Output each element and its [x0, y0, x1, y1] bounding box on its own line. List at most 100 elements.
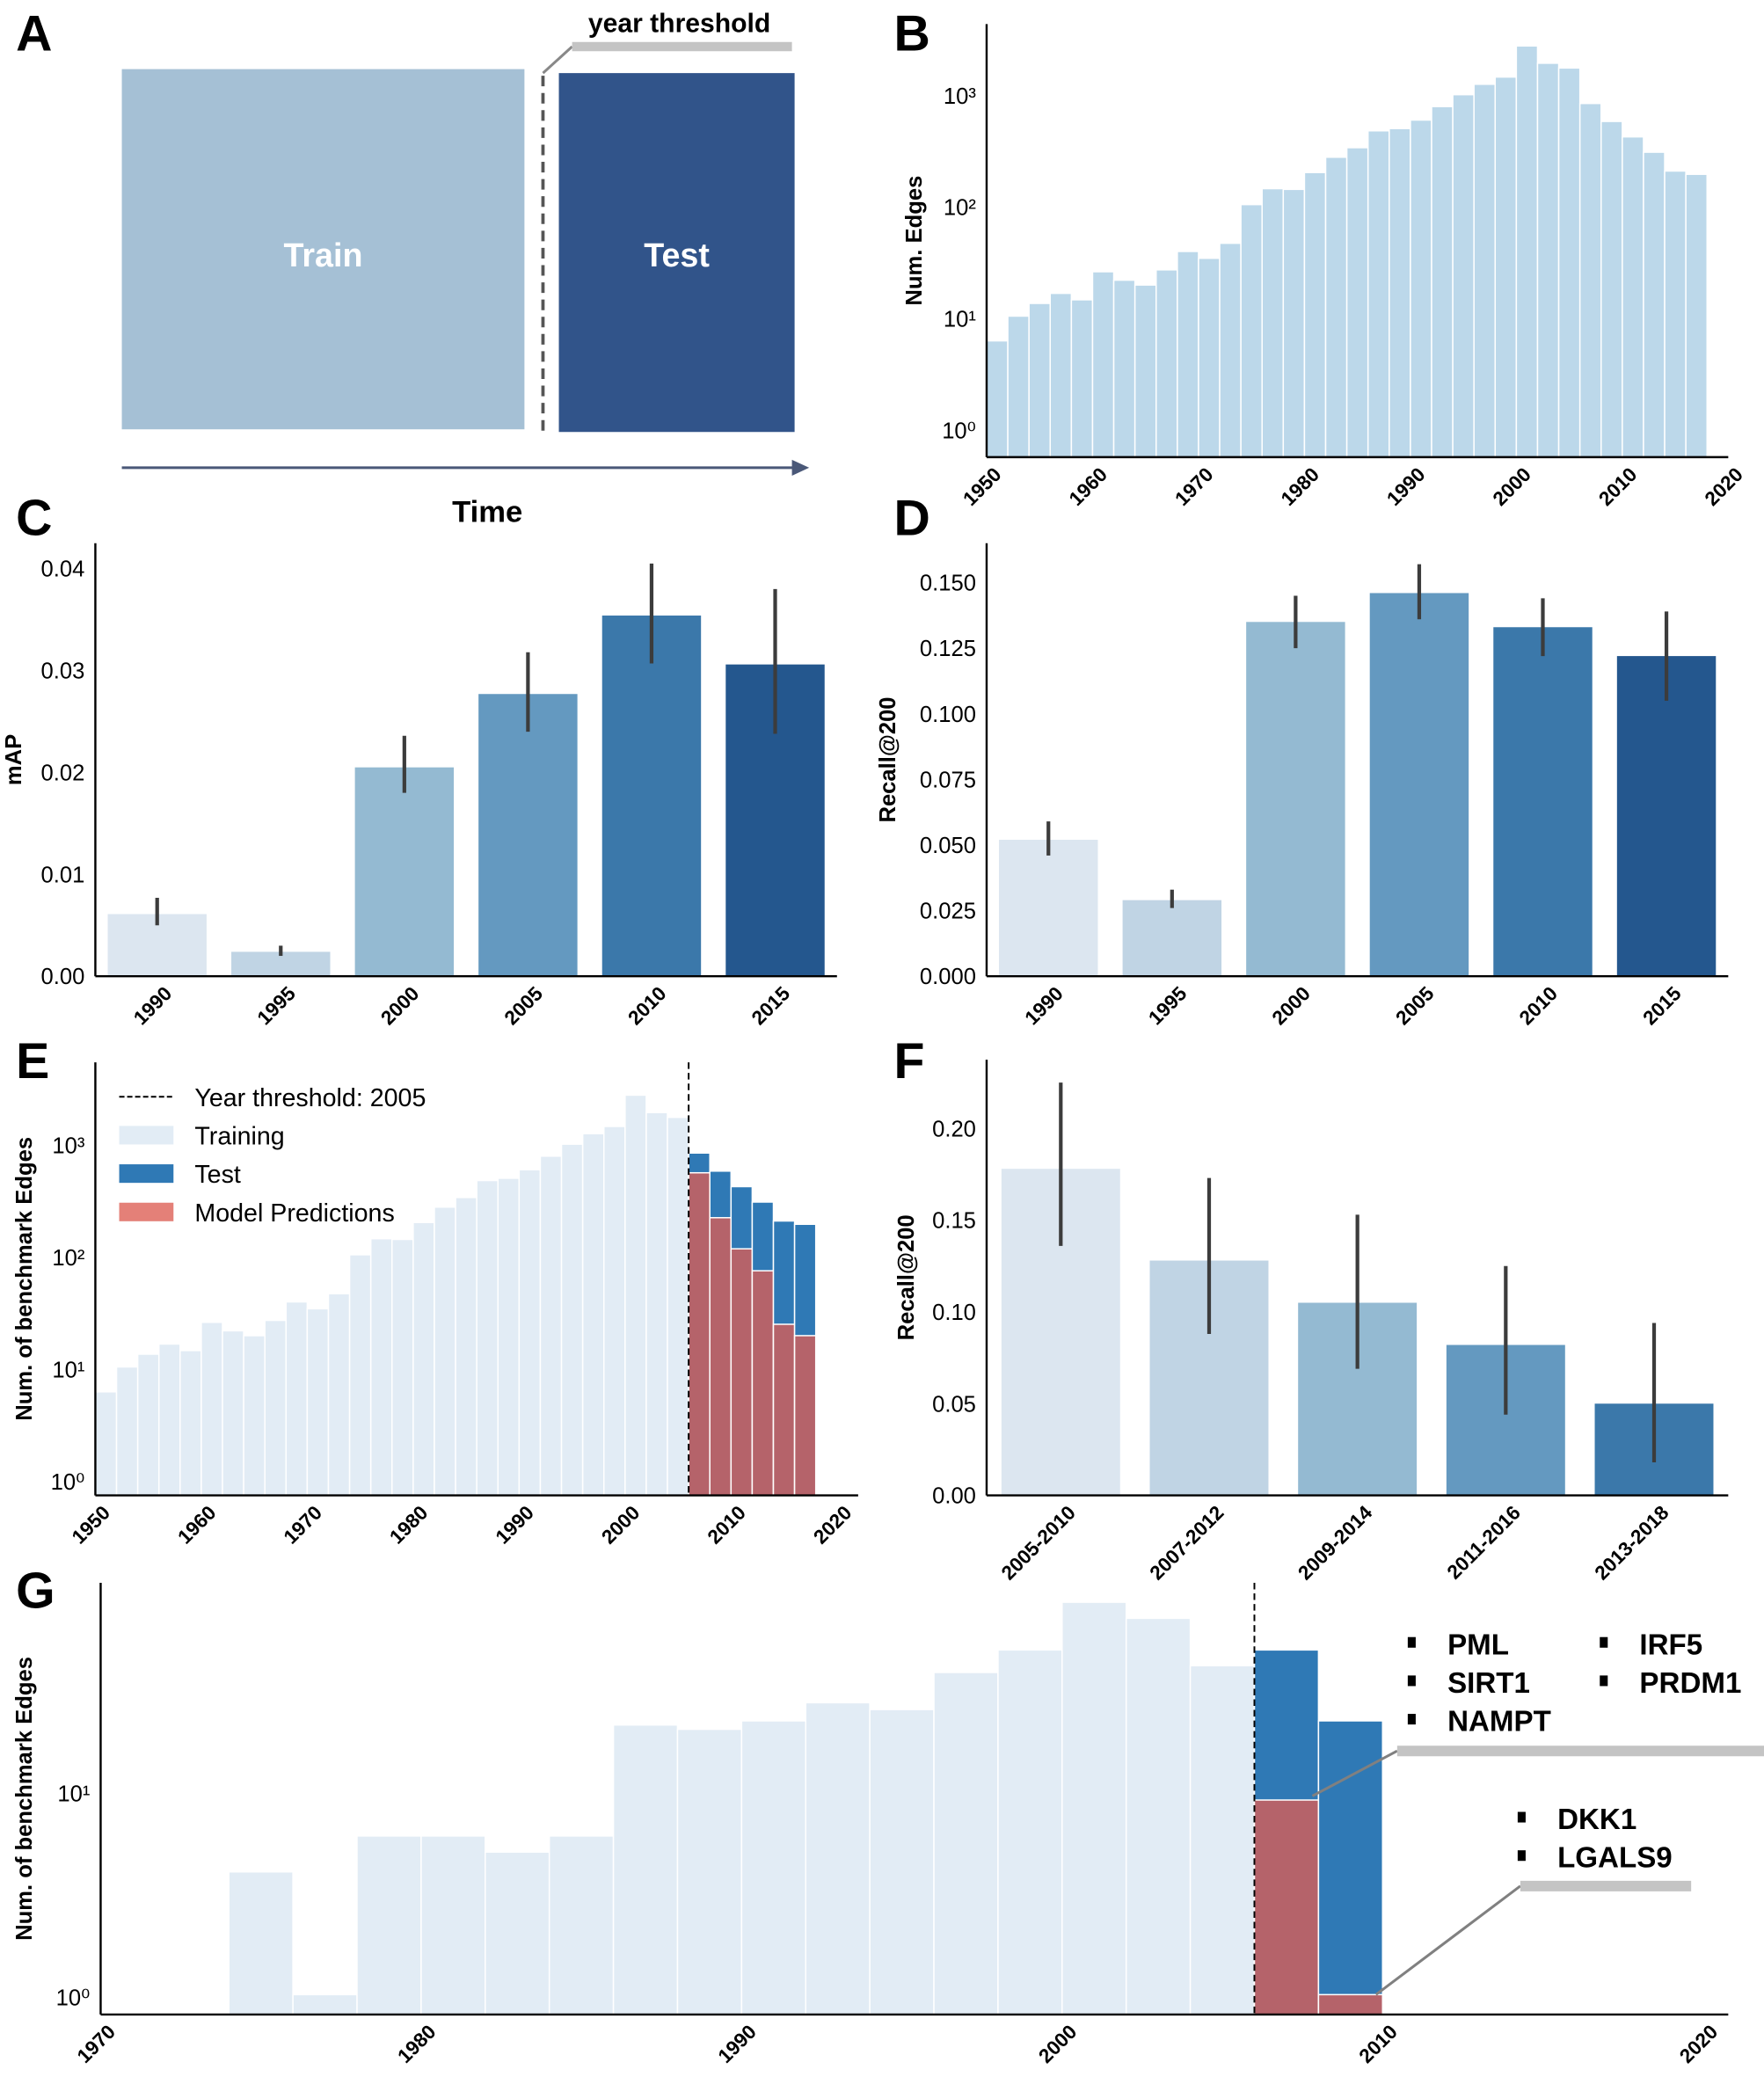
training-bar-1986: [476, 1179, 499, 1497]
training-bar-1962: [222, 1330, 244, 1497]
x-tick-label: 2005-2010: [997, 1502, 1080, 1585]
y-tick-label: 10⁰: [51, 1470, 85, 1495]
hist-bar-1982: [1324, 157, 1348, 458]
hist-bar-1992: [1431, 106, 1454, 458]
x-tick-label: 1980: [393, 2021, 440, 2067]
y-tick-label: 10³: [52, 1133, 84, 1158]
x-tick-label: 2010: [1515, 982, 1562, 1029]
hist-bar-1976: [1261, 187, 1285, 458]
prediction-bar-2014: [772, 1323, 796, 1497]
y-tick-label: 0.100: [920, 703, 976, 727]
bullet-icon: [1407, 1636, 1416, 1648]
x-tick-label: 2007-2012: [1146, 1502, 1228, 1585]
test-bar-2008: [1317, 1720, 1384, 2015]
training-bar-1992: [539, 1155, 563, 1497]
training-bar-1996: [933, 1672, 999, 2015]
gene-label: SIRT1: [1447, 1667, 1530, 1700]
y-tick-label: 0.01: [41, 863, 85, 887]
gene-label: DKK1: [1557, 1804, 1636, 1836]
prediction-bar-2006: [688, 1171, 711, 1497]
training-bar-1994: [560, 1143, 584, 1497]
x-tick-label: 2020: [1675, 2021, 1722, 2067]
gene-label: IRF5: [1639, 1629, 1702, 1661]
training-bar-1994: [869, 1709, 935, 2015]
x-tick-label: 2010: [1355, 2021, 1402, 2067]
y-axis-label: Num. of benchmark Edges: [12, 1657, 37, 1941]
training-bar-2000: [1061, 1601, 1127, 2015]
y-tick-label: 10¹: [57, 1782, 90, 1806]
prediction-bar-2006: [1253, 1799, 1320, 2015]
y-tick-label: 0.10: [932, 1301, 976, 1325]
panel-label-c: C: [16, 491, 52, 547]
y-axis-label: Num. of benchmark Edges: [12, 1137, 37, 1421]
hist-bar-1960: [1091, 271, 1115, 458]
hist-bar-1968: [1177, 251, 1199, 458]
legend-label: Test: [194, 1161, 241, 1189]
y-tick-label: 0.05: [932, 1392, 976, 1417]
training-bar-2000: [624, 1094, 647, 1497]
annotation-connector: [1311, 1749, 1398, 1797]
training-bar-1992: [805, 1702, 871, 2015]
bar-2000: [1246, 622, 1345, 977]
x-tick-label: 2020: [809, 1502, 856, 1549]
hist-bar-1974: [1240, 203, 1263, 458]
panel-label-a: A: [16, 6, 52, 62]
hist-bar-1996: [1473, 84, 1497, 458]
x-tick-label: 1980: [1277, 463, 1323, 510]
hist-bar-1958: [1070, 299, 1094, 458]
training-bar-1958: [179, 1350, 202, 1497]
bar-2000: [354, 767, 455, 977]
bullet-icon: [1407, 1675, 1416, 1687]
x-tick-label: 2015: [747, 982, 794, 1029]
hist-bar-1990: [1410, 119, 1432, 458]
x-tick-label: 2011-2016: [1443, 1502, 1525, 1584]
training-bar-1956: [157, 1343, 181, 1497]
training-bar-1960: [200, 1321, 223, 1497]
bullet-icon: [1517, 1850, 1526, 1862]
training-bar-2002: [645, 1111, 668, 1497]
x-tick-label: 1990: [1021, 982, 1068, 1029]
hist-bar-1956: [1049, 292, 1073, 458]
training-bar-1984: [455, 1197, 477, 1497]
x-tick-label: 2005: [500, 982, 547, 1029]
y-tick-label: 10⁰: [56, 1986, 91, 2010]
gene-label: LGALS9: [1557, 1842, 1673, 1875]
prediction-bar-2010: [730, 1248, 754, 1497]
y-tick-label: 0.03: [41, 660, 85, 684]
hist-bar-2008: [1600, 120, 1623, 458]
training-bar-1990: [518, 1169, 542, 1497]
panel-f-chart: 2005-2010 2007-2012 2009-2014 2011-2016 2013…: [894, 1060, 1729, 1585]
legend-swatch-test: [119, 1164, 174, 1184]
bullet-icon: [1600, 1675, 1608, 1687]
y-tick-label: 10²: [944, 196, 976, 221]
x-tick-label: 2010: [703, 1502, 750, 1549]
train-block: [121, 69, 525, 430]
hist-bar-1988: [1389, 128, 1411, 458]
training-bar-1988: [497, 1177, 521, 1497]
panel-label-f: F: [894, 1033, 925, 1090]
y-tick-label: 0.20: [932, 1117, 976, 1141]
y-tick-label: 0.04: [41, 558, 85, 582]
x-tick-label: 1970: [73, 2021, 120, 2067]
training-bar-1976: [292, 1993, 358, 2015]
prediction-bar-2016: [793, 1335, 817, 1497]
y-axis-label: mAP: [2, 734, 26, 785]
bar-2010: [601, 616, 702, 977]
prediction-bar-2012: [751, 1270, 775, 1497]
training-bar-1974: [228, 1870, 294, 2015]
legend-swatch-training: [119, 1126, 174, 1145]
training-bar-1968: [285, 1301, 309, 1497]
training-bar-1950: [94, 1391, 118, 1497]
x-tick-label: 1990: [492, 1502, 538, 1549]
y-tick-label: 0.075: [920, 768, 976, 792]
bullet-icon: [1407, 1714, 1416, 1725]
y-tick-label: 10¹: [52, 1359, 84, 1383]
y-tick-label: 0.150: [920, 572, 976, 596]
x-tick-label: 1970: [1170, 463, 1217, 510]
x-tick-label: 1970: [280, 1502, 326, 1549]
hist-bar-1994: [1452, 93, 1475, 458]
x-tick-label: 2000: [1268, 982, 1315, 1029]
gene-label: NAMPT: [1447, 1706, 1551, 1738]
x-tick-label: 1980: [385, 1502, 432, 1549]
